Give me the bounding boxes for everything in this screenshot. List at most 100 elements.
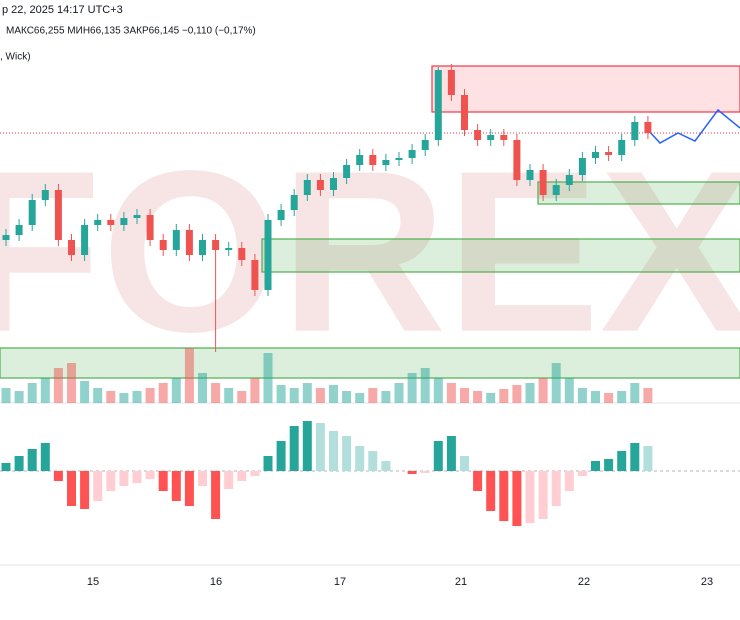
header-ohlc: МАКС66,255 МИН66,135 ЗАКР66,145 −0,110 (… (6, 26, 256, 37)
candle-body (565, 175, 573, 185)
histogram-bar (486, 471, 496, 511)
candle-body (408, 150, 416, 158)
histogram-bar (551, 471, 561, 506)
candle-body (15, 225, 23, 235)
histogram-bar (643, 446, 653, 471)
histogram-bar (604, 459, 614, 471)
volume-bar (250, 378, 260, 403)
volume-bar (420, 368, 430, 403)
candle-body (107, 220, 115, 225)
candle-body (539, 170, 547, 195)
volume-bar (237, 391, 247, 403)
candle-body (369, 155, 377, 165)
projection (647, 108, 740, 144)
histogram-bar (171, 471, 181, 501)
histogram-bar (460, 456, 469, 471)
support-zone (537, 181, 740, 205)
candle-body (81, 225, 89, 255)
histogram-bar (106, 471, 116, 491)
x-tick-label: 15 (87, 576, 99, 588)
volume-bar (486, 393, 496, 403)
volume-bar (381, 391, 391, 403)
candle-body (330, 178, 337, 190)
candle-body (212, 240, 220, 250)
volume-bar (446, 383, 456, 403)
candle-body (2, 235, 10, 240)
volume-bar (538, 378, 548, 403)
histogram-bar (355, 446, 365, 471)
candle-body (251, 260, 259, 290)
volume-bar (315, 388, 325, 403)
histogram-bar (289, 426, 299, 471)
volume-bar (119, 393, 129, 403)
candle-body (382, 160, 390, 165)
histogram-bar (591, 461, 600, 471)
volume-bar (14, 391, 24, 403)
volume-bar (224, 388, 234, 403)
histogram-bar (446, 436, 456, 471)
histogram-bar (630, 443, 640, 471)
histogram-bar (302, 421, 312, 471)
histogram-bar (577, 471, 587, 476)
candle-body (592, 152, 599, 158)
candle-body (277, 210, 285, 220)
histogram-bar (263, 456, 273, 471)
volume-bar (512, 385, 522, 403)
volume-bar (53, 368, 63, 403)
histogram-bar (27, 449, 37, 471)
volume-bar (289, 388, 299, 403)
volume-bar (643, 388, 653, 403)
histogram-bar (198, 471, 207, 486)
histogram-bar (250, 471, 260, 476)
volume-bar (302, 383, 312, 403)
candle-body (238, 248, 246, 260)
candle-body (618, 140, 626, 155)
histogram-bar (211, 471, 221, 519)
histogram-bar (381, 461, 391, 471)
volume-bar (499, 389, 509, 403)
volume-bar (184, 348, 194, 403)
histogram-bar (237, 471, 247, 481)
header-style: , Wick) (0, 52, 31, 63)
candle-body (159, 240, 167, 250)
candle-body (264, 220, 272, 290)
candle-body (526, 170, 534, 180)
histogram-bar (368, 451, 378, 471)
volume-bar (394, 383, 404, 403)
candle-body (434, 70, 442, 140)
volume-bar (617, 391, 627, 403)
candle-body (552, 185, 560, 195)
histogram-bar (119, 471, 129, 486)
candle-body (631, 122, 639, 140)
histogram-bar (538, 471, 548, 519)
volume-bar (564, 378, 574, 403)
histogram-bar (342, 436, 352, 471)
candle-body (68, 240, 75, 255)
histogram-bar (80, 471, 90, 509)
candle-body (461, 95, 468, 130)
volume-bar (1, 388, 11, 403)
histogram-bar (473, 471, 483, 491)
candle-body (644, 122, 652, 133)
candle-body (500, 135, 508, 140)
histogram-bar (276, 441, 286, 471)
histogram-bar (145, 471, 155, 479)
histogram-bar (67, 471, 76, 506)
volume-bar (80, 381, 90, 403)
volume-bar (145, 388, 155, 403)
histogram-bar (499, 471, 509, 521)
candle-body (343, 165, 351, 178)
volume-bar (473, 391, 483, 403)
x-tick-label: 21 (455, 576, 467, 588)
volume-bar (433, 378, 443, 403)
candle-body (120, 218, 128, 225)
volume-bar (577, 388, 587, 403)
volume-bar (132, 391, 142, 403)
histogram-bar (420, 471, 430, 473)
histogram-bar (184, 471, 194, 506)
histogram-bar (329, 431, 338, 471)
candle-body (447, 70, 455, 95)
candle-body (290, 195, 298, 210)
volume-bar (407, 373, 417, 403)
